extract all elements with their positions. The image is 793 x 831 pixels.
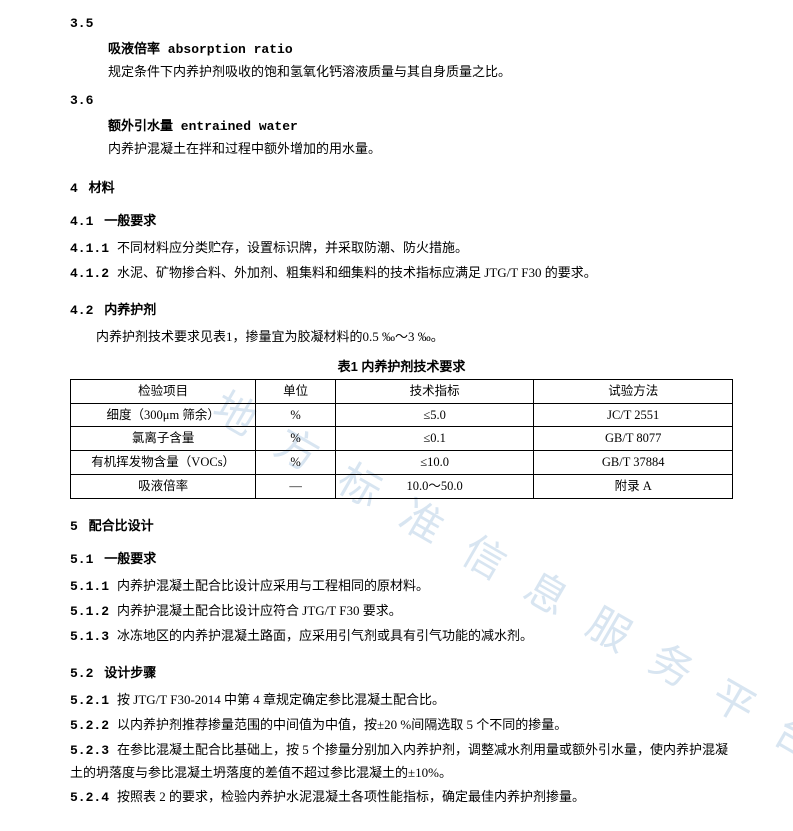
sec-4-1-title: 一般要求 <box>104 213 156 228</box>
def-absorption-ratio: 规定条件下内养护剂吸收的饱和氢氧化钙溶液质量与其自身质量之比。 <box>108 61 733 83</box>
sec-4-1-num: 4.1 <box>70 214 93 229</box>
cell: % <box>256 451 335 475</box>
sec-4-2-num: 4.2 <box>70 303 93 318</box>
clause-5-2-2-num: 5.2.2 <box>70 718 109 733</box>
clause-5-2-4-text: 按照表 2 的要求，检验内养护水泥混凝土各项性能指标，确定最佳内养护剂掺量。 <box>117 789 585 804</box>
table-1-caption: 表1 内养护剂技术要求 <box>70 356 733 375</box>
clause-5-2-4-num: 5.2.4 <box>70 790 109 805</box>
sec-4-2-intro: 内养护剂技术要求见表1，掺量宜为胶凝材料的0.5 ‰～3 ‰。 <box>70 326 733 348</box>
sec-5-num: 5 <box>70 519 78 534</box>
term-entrained-water: 额外引水量 entrained water <box>108 116 733 138</box>
clause-4-1-1-text: 不同材料应分类贮存，设置标识牌，并采取防潮、防火措施。 <box>117 240 468 255</box>
clause-5-2-1-num: 5.2.1 <box>70 693 109 708</box>
sec-5-title: 配合比设计 <box>89 518 154 533</box>
sec-5-1-num: 5.1 <box>70 552 93 567</box>
sec-5-2-title: 设计步骤 <box>104 665 156 680</box>
cell: JC/T 2551 <box>534 403 733 427</box>
def-entrained-water: 内养护混凝土在拌和过程中额外增加的用水量。 <box>108 138 733 160</box>
cell: 10.0～50.0 <box>335 474 534 498</box>
clause-5-1-3-num: 5.1.3 <box>70 629 109 644</box>
clause-5-1-2-text: 内养护混凝土配合比设计应符合 JTG/T F30 要求。 <box>117 603 402 618</box>
cell: % <box>256 427 335 451</box>
cell: ≤10.0 <box>335 451 534 475</box>
table-row: 氯离子含量 % ≤0.1 GB/T 8077 <box>71 427 733 451</box>
th-unit: 单位 <box>256 379 335 403</box>
cell: GB/T 37884 <box>534 451 733 475</box>
clause-5-1-1-num: 5.1.1 <box>70 579 109 594</box>
table-row: 有机挥发物含量（VOCs） % ≤10.0 GB/T 37884 <box>71 451 733 475</box>
clause-4-1-2-num: 4.1.2 <box>70 266 109 281</box>
table-row: 吸液倍率 — 10.0～50.0 附录 A <box>71 474 733 498</box>
clause-4-1-1-num: 4.1.1 <box>70 241 109 256</box>
clause-5-1-2-num: 5.1.2 <box>70 604 109 619</box>
cell: — <box>256 474 335 498</box>
cell: ≤0.1 <box>335 427 534 451</box>
table-row: 细度（300μm 筛余） % ≤5.0 JC/T 2551 <box>71 403 733 427</box>
cell: % <box>256 403 335 427</box>
cell: 附录 A <box>534 474 733 498</box>
sec-4-title: 材料 <box>89 180 115 195</box>
table-header-row: 检验项目 单位 技术指标 试验方法 <box>71 379 733 403</box>
cell: 氯离子含量 <box>71 427 256 451</box>
clause-5-1-3-text: 冰冻地区的内养护混凝土路面，应采用引气剂或具有引气功能的减水剂。 <box>117 628 533 643</box>
clause-5-1-1-text: 内养护混凝土配合比设计应采用与工程相同的原材料。 <box>117 578 429 593</box>
sec-4-2-title: 内养护剂 <box>104 302 156 317</box>
clause-5-2-3-num: 5.2.3 <box>70 743 109 758</box>
sec-3-6-num: 3.6 <box>70 93 93 108</box>
cell: 细度（300μm 筛余） <box>71 403 256 427</box>
clause-4-1-2-text: 水泥、矿物掺合料、外加剂、粗集料和细集料的技术指标应满足 JTG/T F30 的… <box>117 265 597 280</box>
clause-5-2-3-text: 在参比混凝土配合比基础上，按 5 个掺量分别加入内养护剂，调整减水剂用量或额外引… <box>70 742 728 780</box>
cell: 有机挥发物含量（VOCs） <box>71 451 256 475</box>
clause-5-2-2-text: 以内养护剂推荐掺量范围的中间值为中值，按±20 %间隔选取 5 个不同的掺量。 <box>117 717 567 732</box>
cell: 吸液倍率 <box>71 474 256 498</box>
sec-4-num: 4 <box>70 181 78 196</box>
sec-5-2-num: 5.2 <box>70 666 93 681</box>
th-method: 试验方法 <box>534 379 733 403</box>
term-absorption-ratio: 吸液倍率 absorption ratio <box>108 39 733 61</box>
th-spec: 技术指标 <box>335 379 534 403</box>
sec-3-5-num: 3.5 <box>70 16 93 31</box>
cell: ≤5.0 <box>335 403 534 427</box>
cell: GB/T 8077 <box>534 427 733 451</box>
sec-5-1-title: 一般要求 <box>104 551 156 566</box>
clause-5-2-1-text: 按 JTG/T F30-2014 中第 4 章规定确定参比混凝土配合比。 <box>117 692 445 707</box>
th-item: 检验项目 <box>71 379 256 403</box>
table-1: 检验项目 单位 技术指标 试验方法 细度（300μm 筛余） % ≤5.0 JC… <box>70 379 733 499</box>
